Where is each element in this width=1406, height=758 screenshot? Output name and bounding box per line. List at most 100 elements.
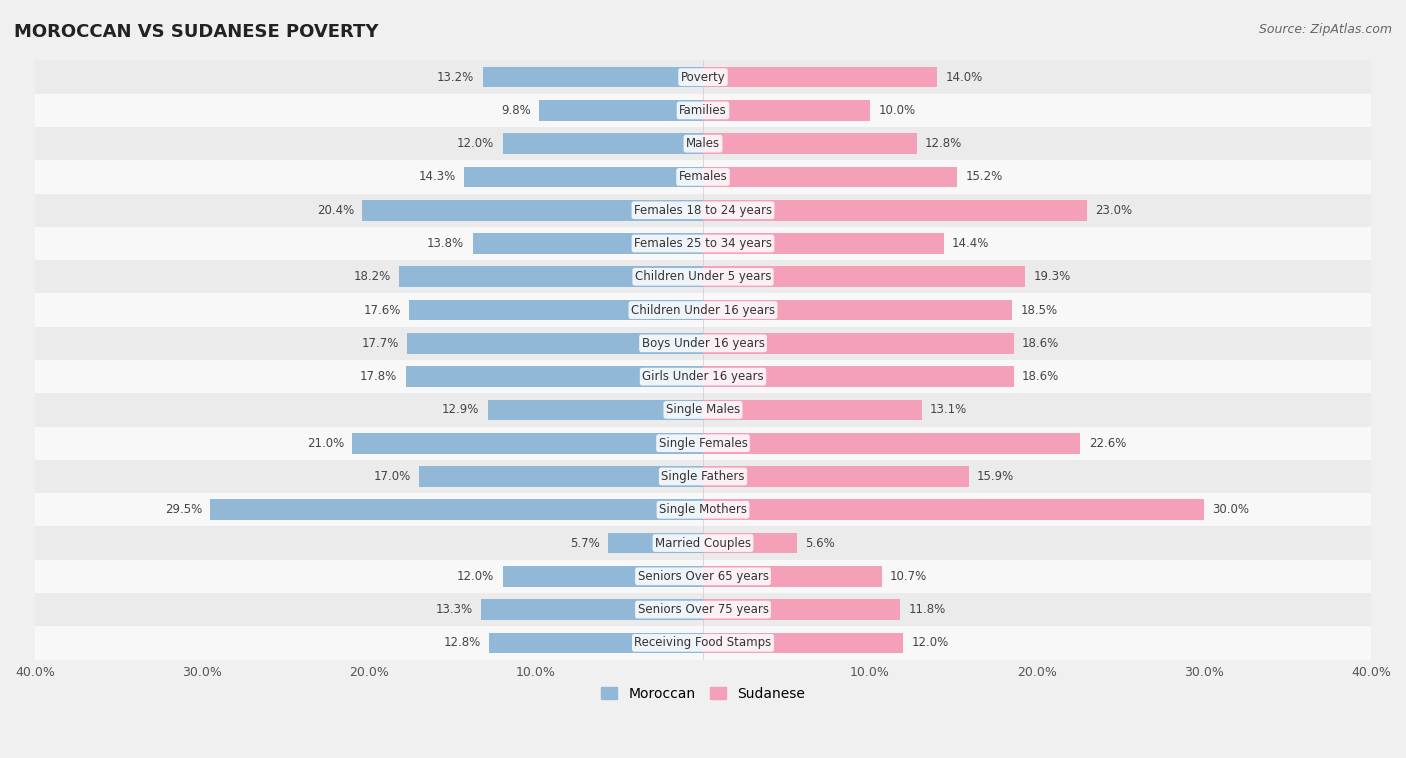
Bar [35, 559, 1371, 593]
Bar [540, 100, 703, 121]
Text: Females: Females [679, 171, 727, 183]
Text: 12.0%: 12.0% [457, 137, 495, 150]
Text: 17.6%: 17.6% [363, 303, 401, 317]
Text: 12.0%: 12.0% [457, 570, 495, 583]
Bar [703, 167, 957, 187]
Text: Families: Families [679, 104, 727, 117]
Bar [703, 533, 797, 553]
Bar [406, 366, 703, 387]
Text: 22.6%: 22.6% [1088, 437, 1126, 449]
Bar [409, 299, 703, 321]
Bar [211, 500, 703, 520]
Text: 9.8%: 9.8% [501, 104, 531, 117]
Text: 15.9%: 15.9% [977, 470, 1014, 483]
Bar [703, 299, 1012, 321]
Text: 18.2%: 18.2% [353, 271, 391, 283]
Bar [703, 566, 882, 587]
Bar [363, 200, 703, 221]
Bar [472, 233, 703, 254]
Bar [703, 200, 1087, 221]
Text: Single Females: Single Females [658, 437, 748, 449]
Text: 17.7%: 17.7% [361, 337, 399, 350]
Bar [703, 399, 922, 420]
Text: Seniors Over 75 years: Seniors Over 75 years [637, 603, 769, 616]
Text: 29.5%: 29.5% [165, 503, 202, 516]
Text: 13.1%: 13.1% [931, 403, 967, 416]
Bar [703, 133, 917, 154]
Text: 10.0%: 10.0% [879, 104, 915, 117]
Bar [35, 327, 1371, 360]
Bar [703, 267, 1025, 287]
Text: Poverty: Poverty [681, 70, 725, 83]
Text: 12.8%: 12.8% [925, 137, 962, 150]
Bar [35, 227, 1371, 260]
Text: 14.0%: 14.0% [945, 70, 983, 83]
Bar [703, 500, 1204, 520]
Text: Males: Males [686, 137, 720, 150]
Bar [35, 526, 1371, 559]
Text: 13.8%: 13.8% [427, 237, 464, 250]
Bar [482, 67, 703, 87]
Bar [35, 260, 1371, 293]
Text: Single Fathers: Single Fathers [661, 470, 745, 483]
Bar [703, 600, 900, 620]
Text: 17.8%: 17.8% [360, 370, 398, 383]
Text: 15.2%: 15.2% [965, 171, 1002, 183]
Text: Children Under 16 years: Children Under 16 years [631, 303, 775, 317]
Bar [488, 399, 703, 420]
Bar [489, 633, 703, 653]
Text: Receiving Food Stamps: Receiving Food Stamps [634, 637, 772, 650]
Text: 23.0%: 23.0% [1095, 204, 1133, 217]
Text: 5.6%: 5.6% [804, 537, 835, 550]
Bar [35, 360, 1371, 393]
Text: Single Mothers: Single Mothers [659, 503, 747, 516]
Bar [703, 100, 870, 121]
Text: 21.0%: 21.0% [307, 437, 344, 449]
Text: Females 25 to 34 years: Females 25 to 34 years [634, 237, 772, 250]
Text: 30.0%: 30.0% [1212, 503, 1250, 516]
Legend: Moroccan, Sudanese: Moroccan, Sudanese [595, 681, 811, 706]
Text: 12.0%: 12.0% [911, 637, 949, 650]
Bar [703, 466, 969, 487]
Text: 10.7%: 10.7% [890, 570, 928, 583]
Bar [703, 67, 936, 87]
Bar [35, 626, 1371, 659]
Text: Single Males: Single Males [666, 403, 740, 416]
Text: 13.2%: 13.2% [437, 70, 474, 83]
Bar [35, 293, 1371, 327]
Bar [419, 466, 703, 487]
Text: Females 18 to 24 years: Females 18 to 24 years [634, 204, 772, 217]
Bar [35, 94, 1371, 127]
Bar [35, 61, 1371, 94]
Bar [35, 593, 1371, 626]
Text: 17.0%: 17.0% [374, 470, 411, 483]
Text: Children Under 5 years: Children Under 5 years [634, 271, 772, 283]
Text: 18.6%: 18.6% [1022, 370, 1059, 383]
Bar [408, 333, 703, 354]
Bar [703, 633, 904, 653]
Bar [703, 366, 1014, 387]
Text: 5.7%: 5.7% [569, 537, 599, 550]
Text: 12.8%: 12.8% [444, 637, 481, 650]
Bar [502, 133, 703, 154]
Text: 11.8%: 11.8% [908, 603, 946, 616]
Bar [35, 393, 1371, 427]
Bar [464, 167, 703, 187]
Text: 13.3%: 13.3% [436, 603, 472, 616]
Bar [353, 433, 703, 453]
Text: 18.6%: 18.6% [1022, 337, 1059, 350]
Bar [481, 600, 703, 620]
Text: Boys Under 16 years: Boys Under 16 years [641, 337, 765, 350]
Bar [35, 193, 1371, 227]
Text: Source: ZipAtlas.com: Source: ZipAtlas.com [1258, 23, 1392, 36]
Text: 12.9%: 12.9% [441, 403, 479, 416]
Text: Girls Under 16 years: Girls Under 16 years [643, 370, 763, 383]
Bar [703, 433, 1080, 453]
Bar [35, 127, 1371, 161]
Bar [35, 161, 1371, 193]
Text: Seniors Over 65 years: Seniors Over 65 years [637, 570, 769, 583]
Text: Married Couples: Married Couples [655, 537, 751, 550]
Text: 18.5%: 18.5% [1021, 303, 1057, 317]
Bar [35, 460, 1371, 493]
Bar [607, 533, 703, 553]
